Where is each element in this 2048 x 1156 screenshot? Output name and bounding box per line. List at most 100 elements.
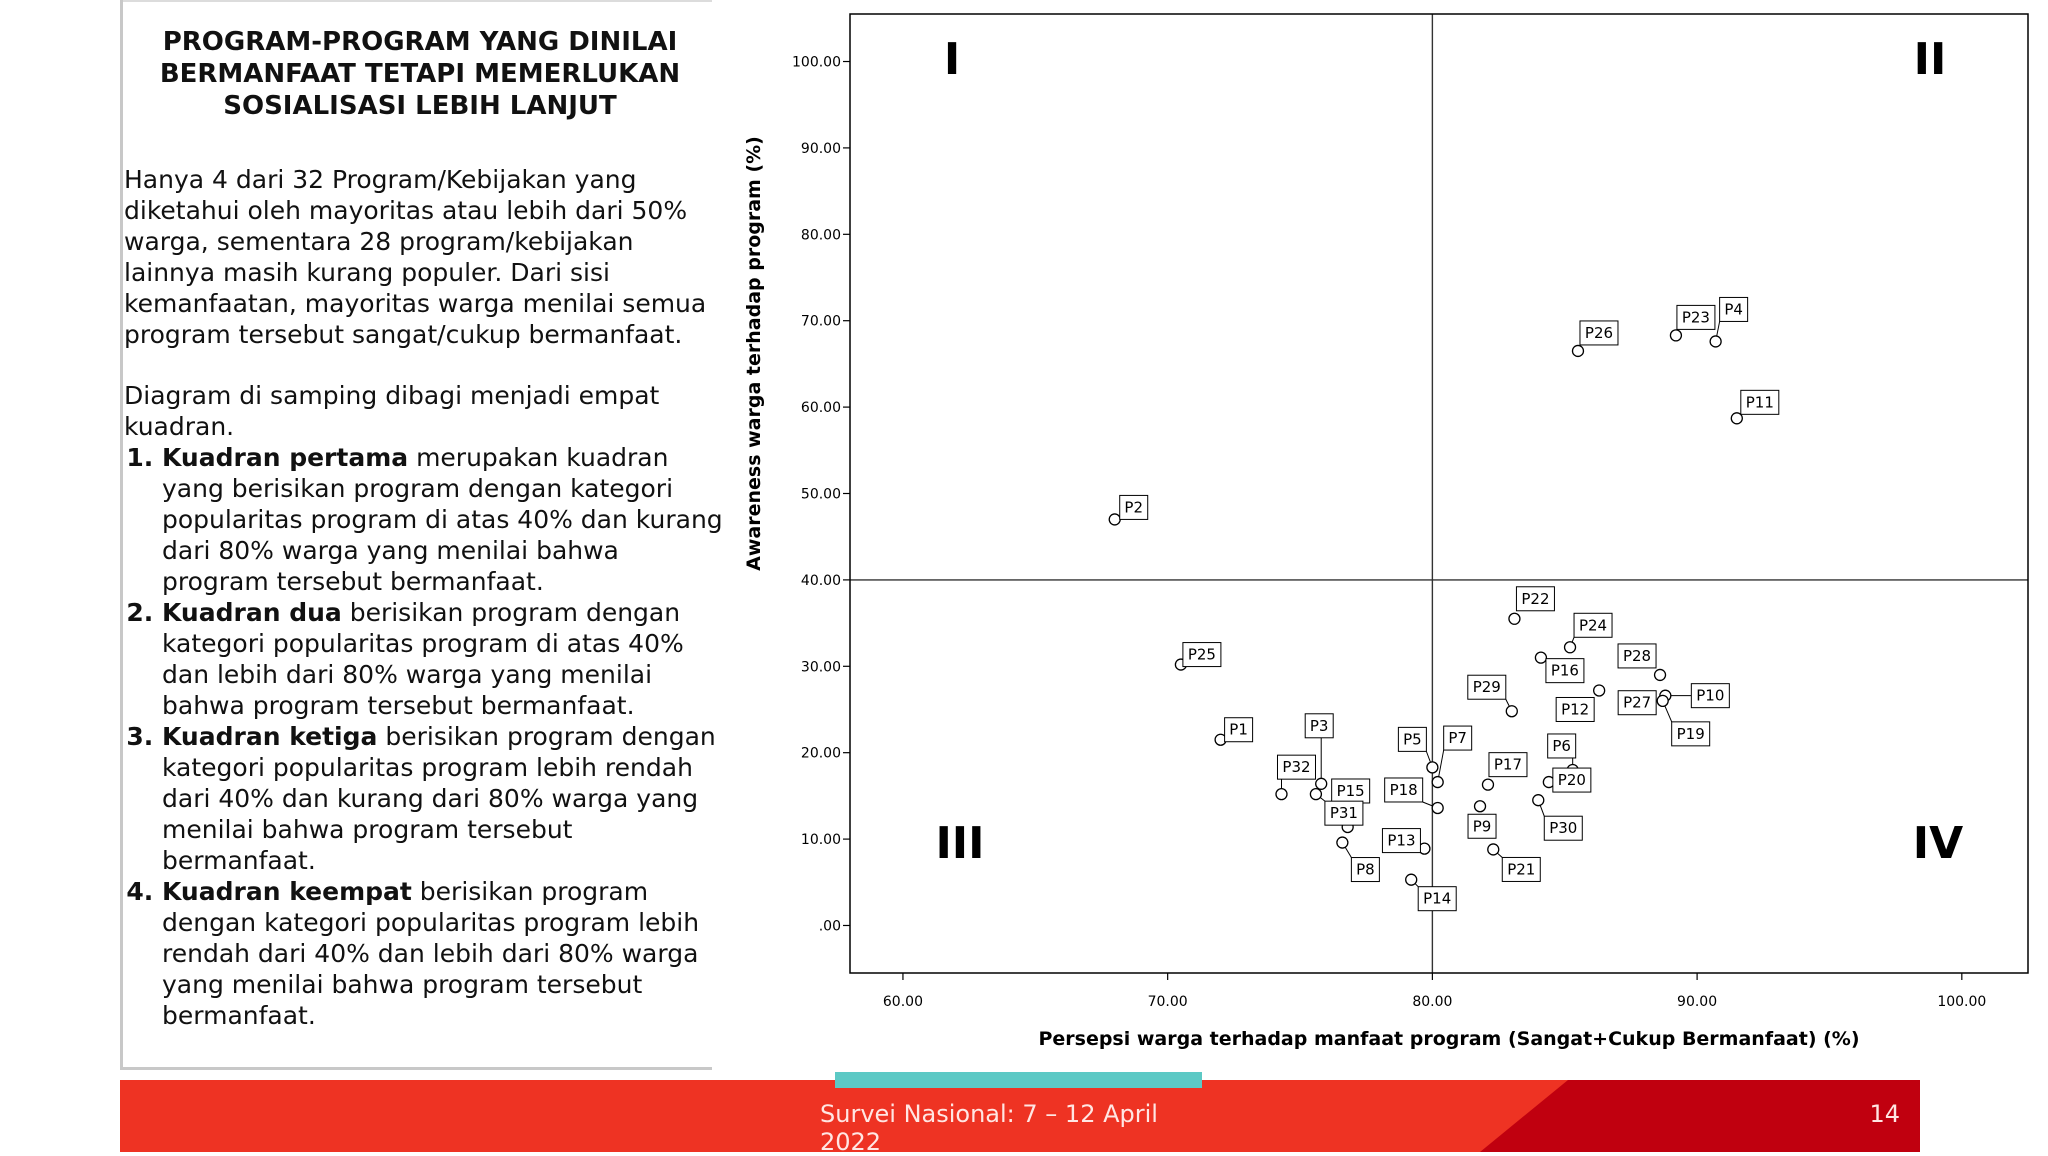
point-label-box [1384,777,1424,803]
point-label: P18 [1390,781,1418,799]
scatter-point [1481,778,1495,791]
quadrant-description: berisikan program dengan kategori popula… [162,877,700,1030]
point-label: P4 [1724,300,1743,318]
point-label: P25 [1188,646,1216,664]
point-label-box [1224,717,1254,743]
point-label-box [1467,813,1497,839]
point-label: P23 [1682,308,1710,326]
scatter-point [1593,684,1606,697]
point-label: P27 [1623,694,1651,712]
scatter-point [1563,641,1577,654]
point-label: P15 [1337,782,1365,800]
scatter-point [1653,668,1667,682]
point-label-box [1573,612,1613,638]
scatter-point [1426,761,1439,774]
point-label-box [1676,304,1716,330]
point-label-box [1671,721,1711,747]
y-tick-label: 80.00 [801,227,841,243]
scatter-point [1315,777,1328,790]
x-tick-label: 80.00 [1412,994,1452,1010]
point-label: P21 [1507,860,1535,878]
point-label-box [1324,800,1364,826]
scatter-point [1405,873,1418,886]
point-label: P26 [1585,324,1613,342]
y-tick-label: 10.00 [801,832,841,848]
scatter-point [1275,788,1288,801]
x-axis-title: Persepsi warga terhadap manfaat program … [1038,1028,1859,1050]
point-label: P20 [1558,771,1586,789]
quadrant-list-item: Kuadran dua berisikan program dengan kat… [162,597,724,721]
scatter-point [1473,800,1487,813]
quadrant-list-item: Kuadran keempat berisikan program dengan… [162,876,724,1031]
diagram-intro-paragraph: Diagram di samping dibagi menjadi empat … [124,381,660,441]
point-label: P1 [1229,721,1248,739]
point-label: P7 [1448,729,1467,747]
scatter-point [1108,513,1121,526]
point-label-box [1545,658,1585,684]
page-number: 14 [1869,1100,1900,1128]
y-tick-label: 20.00 [801,746,841,762]
x-tick-label: 90.00 [1677,994,1717,1010]
point-label: P19 [1677,725,1705,743]
scatter-point [1656,694,1669,708]
point-label-box [1467,674,1507,700]
quadrant-list: Kuadran pertama merupakan kuadran yang b… [124,442,724,1031]
axis-ticks: .00 10.00 20.00 30.00 40.00 50.00 60.00 70.00 80… [792,55,1986,1010]
y-axis-title: Awareness warga terhadap program (%) [743,136,765,571]
point-label-box [1547,733,1577,759]
reference-lines [850,14,2028,973]
y-tick-label: .00 [819,918,841,934]
scatter-point [1669,329,1683,342]
y-tick-label: 40.00 [801,573,841,589]
scatter-point [1505,705,1518,718]
scatter-point [1730,412,1743,425]
quadrant-description: merupakan kuadran yang berisikan program… [162,443,723,596]
scatter-point [1532,794,1545,807]
scatter-point [1709,335,1722,348]
panel-body: Hanya 4 dari 32 Program/Kebijakan yang d… [124,164,724,1031]
point-label-box [1119,494,1149,520]
point-label: P11 [1746,393,1774,411]
y-tick-label: 50.00 [801,487,841,503]
scatter-point [1571,344,1585,358]
scatter-point [1534,651,1548,664]
point-label-box [1617,643,1657,669]
data-points [1108,329,1743,886]
panel-title-line: BERMANFAAT TETAPI MEMERLUKAN [159,59,681,89]
point-label: P28 [1623,647,1651,665]
point-label-box [1304,713,1334,739]
point-label-box [1488,752,1528,778]
point-label: P22 [1521,590,1549,608]
footer-dark-band [1480,1080,1920,1152]
point-label: P13 [1387,832,1415,850]
point-label: P17 [1494,756,1522,774]
point-label-box [1690,683,1730,709]
quadrant-description: berisikan program dengan kategori popula… [162,598,684,720]
y-tick-label: 100.00 [792,55,841,71]
scatter-point [1431,775,1444,789]
point-label: P12 [1561,700,1589,718]
point-label-box [1543,815,1583,841]
footer-accent-strip [835,1072,1202,1088]
point-label-box [1740,389,1780,415]
point-label-box [1417,886,1457,912]
panel-title: PROGRAM-PROGRAM YANG DINILAI BERMANFAAT … [140,26,700,122]
scatter-point [1309,788,1323,801]
panel-top-border [120,0,712,2]
text-panel [120,0,712,1070]
point-label-box [1555,696,1595,722]
scatter-point [1487,843,1500,856]
point-label: P30 [1549,819,1577,837]
panel-title-line: SOSIALISASI LEBIH LANJUT [223,91,617,121]
quadrant-list-item: Kuadran ketiga berisikan program dengan … [162,721,724,876]
x-tick-label: 70.00 [1148,994,1188,1010]
footer-survey-text: Survei Nasional: 7 – 12 April 2022 [820,1100,1158,1156]
point-label: P8 [1356,861,1375,879]
point-label-box [1719,296,1749,322]
quadrant-term: Kuadran dua [162,598,342,627]
scatter-chart: .00 10.00 20.00 30.00 40.00 50.00 60.00 70.00 80… [743,13,2029,1050]
point-label-box [1515,586,1555,612]
intro-paragraph: Hanya 4 dari 32 Program/Kebijakan yang d… [124,165,707,349]
quadrant-term: Kuadran keempat [162,877,412,906]
point-label: P16 [1551,662,1579,680]
